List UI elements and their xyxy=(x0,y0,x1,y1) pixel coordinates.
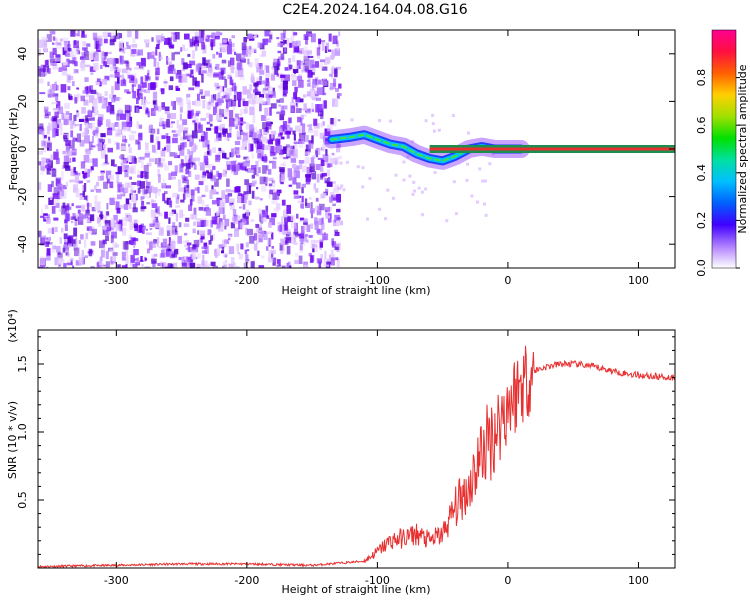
colorbar-ticks: 0.0 0.2 0.4 0.6 0.8 xyxy=(695,69,740,277)
y-tick-label: -40 xyxy=(16,235,29,253)
snr-multiplier-label: (x10⁴) xyxy=(6,309,19,343)
colorbar-tick-label: 0.6 xyxy=(695,116,708,134)
colorbar-label: Normalized spectral amplitude xyxy=(736,64,749,233)
y-tick-label: -20 xyxy=(16,188,29,206)
x-tick-label: -300 xyxy=(104,574,129,587)
snr-y-axis-label: SNR (10 * v/v) xyxy=(6,401,19,479)
x-tick-label: 0 xyxy=(504,274,511,287)
colorbar-tick-label: 0.2 xyxy=(695,212,708,230)
snr-x-ticks: -300 -200 -100 0 100 xyxy=(104,330,649,587)
heatmap-y-ticks: -40 -20 0 20 40 xyxy=(16,47,675,253)
x-tick-label: -200 xyxy=(234,274,259,287)
y-tick-label: 1.5 xyxy=(16,355,29,373)
snr-series-line xyxy=(38,345,675,568)
x-tick-label: -100 xyxy=(365,274,390,287)
heatmap-carrier-line xyxy=(429,145,675,153)
x-tick-label: -300 xyxy=(104,274,129,287)
colorbar-tick-label: 0.0 xyxy=(695,259,708,277)
x-tick-label: 100 xyxy=(628,574,649,587)
y-tick-label: 40 xyxy=(16,47,29,61)
heatmap-y-axis-label: Frequency (Hz) xyxy=(7,108,20,191)
colorbar xyxy=(711,29,737,269)
x-tick-label: -100 xyxy=(365,574,390,587)
snr-y-ticks: 0.5 1.0 1.5 xyxy=(16,336,675,555)
x-tick-label: 0 xyxy=(504,574,511,587)
colorbar-tick-label: 0.4 xyxy=(695,164,708,182)
snr-frame xyxy=(37,329,676,569)
y-tick-label: 0.5 xyxy=(16,491,29,509)
snr-x-axis-label: Height of straight line (km) xyxy=(281,583,430,596)
heatmap-x-axis-label: Height of straight line (km) xyxy=(281,284,430,297)
heatmap-noise-area xyxy=(38,30,495,268)
heatmap-x-ticks: -300 -200 -100 0 100 xyxy=(104,30,649,287)
y-tick-label: 0 xyxy=(16,146,29,153)
x-tick-label: -200 xyxy=(234,574,259,587)
colorbar-tick-label: 0.8 xyxy=(695,69,708,87)
snr-trace xyxy=(38,345,675,568)
y-tick-label: 1.0 xyxy=(16,423,29,441)
x-tick-label: 100 xyxy=(628,274,649,287)
chart-title: C2E4.2024.164.04.08.G16 xyxy=(282,2,468,18)
y-tick-label: 20 xyxy=(16,94,29,108)
